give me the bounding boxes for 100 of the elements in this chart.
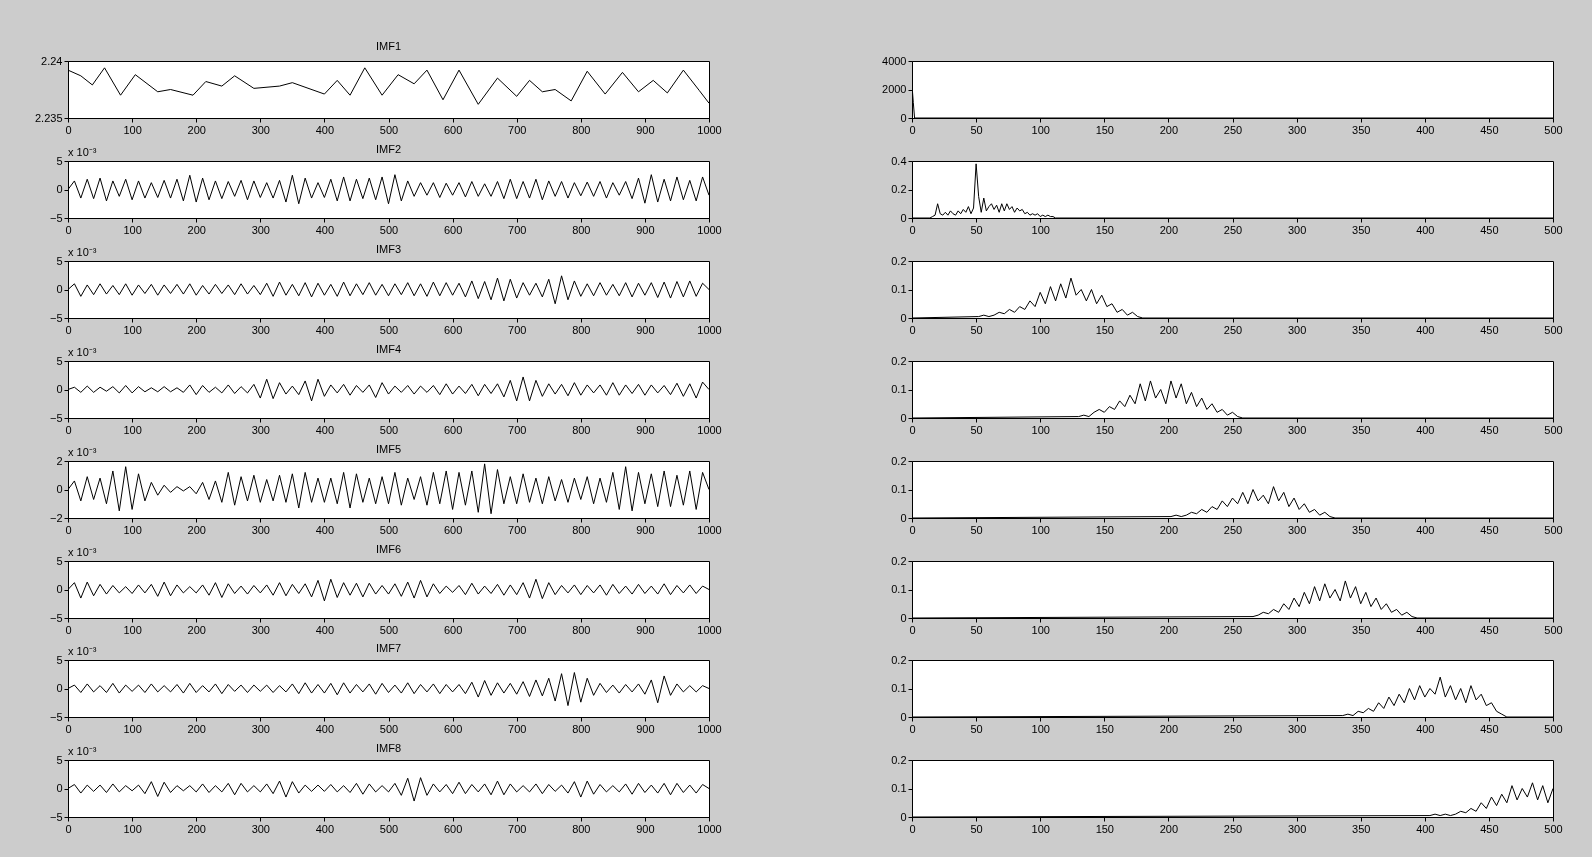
- x-tick-label: 100: [1031, 623, 1050, 635]
- x-tick-label: 400: [1416, 223, 1435, 236]
- x-tick-label: 200: [1159, 423, 1179, 436]
- chart-title: IMF1: [375, 40, 402, 52]
- x-tick-label: 200: [1159, 123, 1179, 136]
- x-tick-label: 0: [909, 323, 916, 336]
- x-tick-label: 400: [315, 623, 335, 635]
- x-tick-label: 700: [508, 623, 527, 635]
- x-tick-label: 0: [909, 123, 916, 136]
- x-tick-label: 500: [379, 223, 399, 236]
- x-tick-label: 300: [251, 323, 270, 336]
- y-tick-label: 0.1: [891, 682, 907, 695]
- x-tick-label: 400: [1416, 323, 1435, 336]
- x-tick-label: 200: [1159, 623, 1179, 635]
- x-tick-label: 1000: [697, 623, 722, 635]
- x-tick-label: 50: [970, 523, 983, 536]
- y-tick-label: 2: [56, 454, 63, 467]
- x-tick-label: 150: [1095, 323, 1114, 336]
- x-tick-label: 400: [315, 523, 335, 536]
- text: x 10⁻³: [68, 145, 97, 158]
- y-tick-label: 0.2: [891, 454, 907, 467]
- x-tick-label: 100: [123, 722, 142, 735]
- x-tick-label: 400: [1416, 822, 1435, 835]
- x-tick-label: 200: [187, 523, 206, 536]
- x-tick-label: 400: [1416, 123, 1435, 136]
- y-tick-label: 0: [56, 282, 63, 295]
- y-tick-label: 0: [56, 682, 63, 695]
- x-tick-label: 600: [443, 123, 463, 136]
- x-tick-label: 300: [1287, 423, 1307, 436]
- x-tick-label: 200: [1159, 323, 1179, 336]
- x-tick-label: 300: [251, 223, 270, 236]
- x-tick-label: 400: [315, 822, 335, 835]
- x-tick-label: 350: [1352, 323, 1371, 336]
- x-tick-label: 500: [1544, 722, 1563, 735]
- x-tick-label: 0: [909, 423, 916, 436]
- x-tick-label: 800: [572, 722, 591, 735]
- y-tick-label: 2.235: [34, 111, 63, 124]
- x-tick-label: 1000: [697, 323, 722, 336]
- x-tick-label: 400: [315, 223, 335, 236]
- x-tick-label: 500: [379, 623, 399, 635]
- x-tick-label: 800: [572, 323, 591, 336]
- x-tick-label: 500: [379, 423, 399, 436]
- x-tick-label: 0: [65, 822, 72, 835]
- x-tick-label: 450: [1480, 822, 1499, 835]
- x-tick-label: 350: [1352, 623, 1371, 635]
- x-tick-label: 450: [1480, 123, 1499, 136]
- y-tick-label: −5: [49, 710, 63, 723]
- x-tick-label: 800: [572, 223, 591, 236]
- x-tick-label: 350: [1352, 722, 1371, 735]
- x-tick-label: 50: [970, 323, 983, 336]
- y-tick-label: 0: [900, 211, 907, 224]
- x-tick-label: 100: [123, 123, 142, 136]
- x-tick-label: 100: [1031, 123, 1050, 136]
- x-tick-label: 150: [1095, 123, 1114, 136]
- x-tick-label: 50: [970, 423, 983, 436]
- y-tick-label: 5: [56, 354, 63, 367]
- x-tick-label: 900: [636, 223, 655, 236]
- x-tick-label: 100: [1031, 722, 1050, 735]
- x-tick-label: 400: [315, 423, 335, 436]
- y-tick-label: 0: [56, 782, 63, 795]
- x-tick-label: 250: [1223, 123, 1243, 136]
- y-tick-label: 2000: [882, 83, 907, 95]
- x-tick-label: 600: [443, 223, 463, 236]
- x-tick-label: 500: [379, 722, 399, 735]
- y-tick-label: 0: [900, 311, 907, 324]
- x-tick-label: 100: [1031, 822, 1050, 835]
- chart-title: IMF2: [375, 142, 402, 155]
- x-tick-label: 500: [1544, 223, 1563, 236]
- x-tick-label: 500: [379, 323, 399, 336]
- y-tick-label: 0.2: [891, 653, 907, 666]
- y-tick-label: −5: [49, 411, 63, 424]
- x-tick-label: 0: [65, 623, 72, 635]
- text: x 10⁻³: [68, 345, 97, 358]
- x-tick-label: 800: [572, 423, 591, 436]
- x-tick-label: 1000: [697, 822, 722, 835]
- y-tick-label: 5: [56, 254, 63, 267]
- x-tick-label: 900: [636, 123, 655, 136]
- x-tick-label: 300: [1287, 323, 1307, 336]
- x-tick-label: 0: [65, 523, 72, 536]
- y-tick-label: 0: [56, 382, 63, 395]
- x-tick-label: 0: [65, 323, 72, 336]
- y-tick-label: 0: [900, 710, 907, 723]
- x-tick-label: 900: [636, 323, 655, 336]
- x-tick-label: 450: [1480, 423, 1499, 436]
- x-tick-label: 900: [636, 423, 655, 436]
- x-tick-label: 50: [970, 223, 983, 236]
- x-tick-label: 500: [1544, 323, 1563, 336]
- x-tick-label: 450: [1480, 523, 1499, 536]
- x-tick-label: 350: [1352, 822, 1371, 835]
- y-tick-label: 0.2: [891, 554, 907, 566]
- x-tick-label: 150: [1095, 722, 1114, 735]
- x-tick-label: 200: [187, 123, 206, 136]
- x-tick-label: 700: [508, 822, 527, 835]
- text: x 10⁻³: [68, 745, 97, 758]
- x-tick-label: 150: [1095, 423, 1114, 436]
- x-tick-label: 100: [123, 323, 142, 336]
- x-tick-label: 900: [636, 722, 655, 735]
- x-tick-label: 200: [1159, 523, 1179, 536]
- y-tick-label: 5: [56, 154, 63, 167]
- x-tick-label: 200: [1159, 722, 1179, 735]
